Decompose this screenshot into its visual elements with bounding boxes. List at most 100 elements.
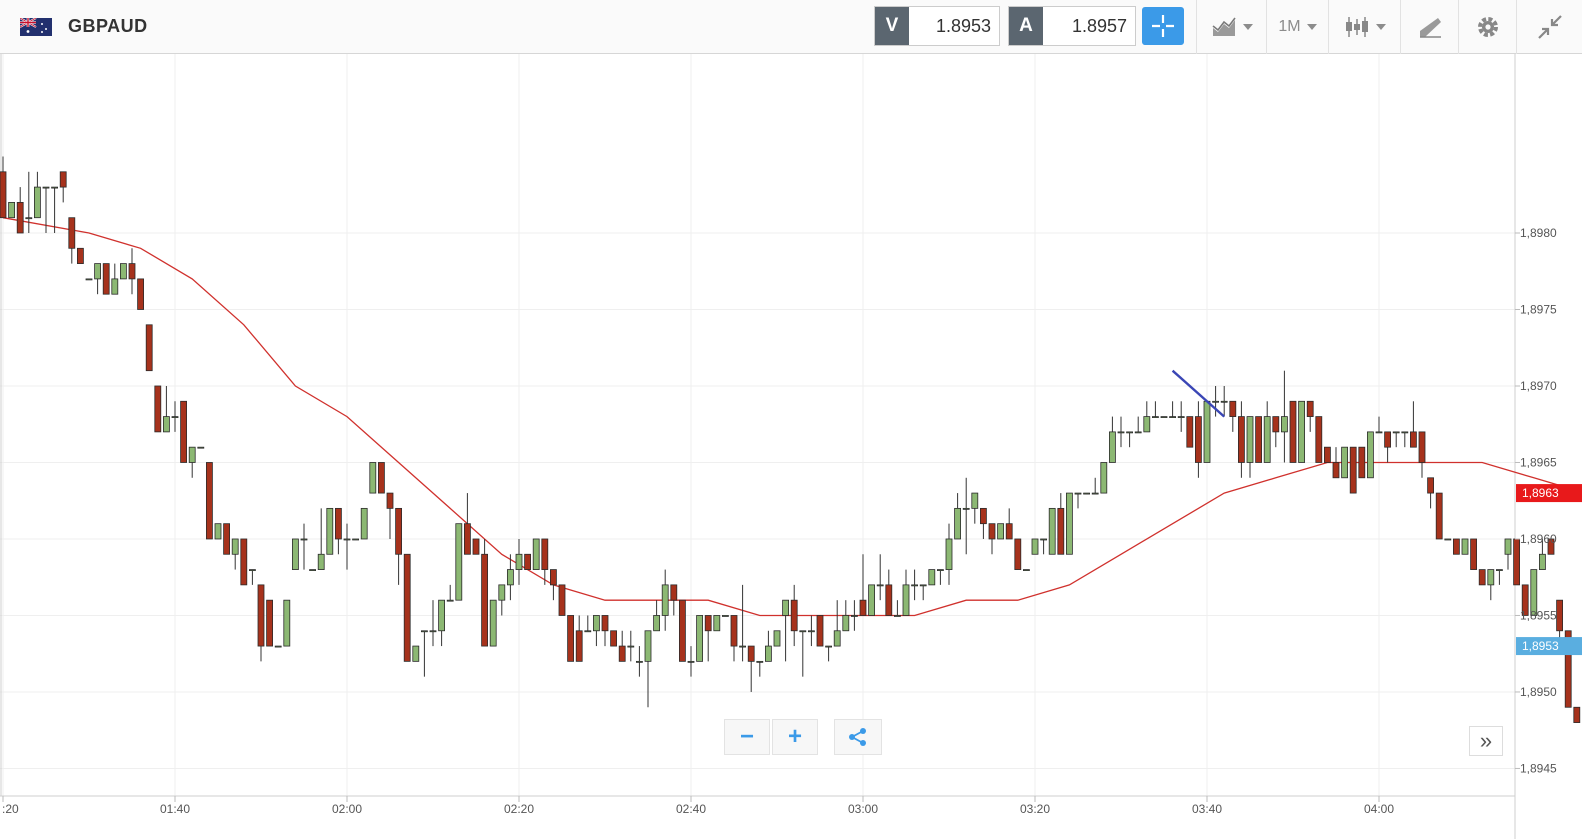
candle-body-bullish bbox=[1203, 400, 1211, 463]
candle-body-bullish bbox=[756, 660, 764, 663]
candle-body-bullish bbox=[300, 538, 308, 541]
candle-body-bullish bbox=[1023, 569, 1030, 571]
chart-type-button[interactable] bbox=[1196, 0, 1266, 54]
candle bbox=[1220, 385, 1228, 417]
sell-price-button[interactable]: V 1.8953 bbox=[874, 6, 1000, 46]
zoom-in-button[interactable]: + bbox=[772, 719, 818, 755]
scroll-to-latest-button[interactable]: » bbox=[1469, 726, 1503, 756]
candle-body-bullish bbox=[945, 538, 953, 570]
candle bbox=[145, 324, 153, 372]
zoom-out-button[interactable]: − bbox=[724, 719, 770, 755]
candle-body-bullish bbox=[352, 538, 360, 541]
symbol-title: GBPAUD bbox=[68, 16, 148, 36]
candle bbox=[1324, 446, 1331, 463]
candle bbox=[825, 645, 832, 662]
chevron-down-icon bbox=[1242, 24, 1253, 30]
candle-body-bearish bbox=[223, 523, 231, 555]
candle-body-bullish bbox=[1487, 569, 1495, 586]
candle bbox=[1427, 477, 1434, 509]
candle bbox=[1229, 400, 1237, 432]
candle-body-bearish bbox=[980, 507, 987, 525]
candle bbox=[730, 615, 738, 662]
candle bbox=[1453, 538, 1460, 555]
candle-body-bullish bbox=[1152, 416, 1159, 418]
candle bbox=[1109, 416, 1116, 463]
candle bbox=[859, 554, 867, 616]
candle bbox=[1152, 401, 1159, 418]
trend-line[interactable] bbox=[1171, 369, 1225, 418]
candle-body-bearish bbox=[68, 217, 76, 249]
candle bbox=[1117, 416, 1125, 448]
candle-body-bearish bbox=[1057, 507, 1065, 555]
candle-body-bullish bbox=[937, 569, 944, 571]
candle bbox=[489, 599, 497, 647]
price-tick-label: 1,8965 bbox=[1520, 455, 1557, 469]
candle-body-bullish bbox=[739, 645, 746, 648]
candle bbox=[1023, 569, 1030, 571]
zoom-in-label: + bbox=[787, 723, 802, 750]
candle bbox=[1083, 492, 1090, 495]
candle-body-bullish bbox=[1048, 507, 1056, 555]
candle bbox=[722, 615, 729, 617]
candle-body-bearish bbox=[558, 584, 566, 616]
candle-body-bearish bbox=[524, 553, 531, 570]
candle bbox=[670, 584, 678, 616]
candle-body-bullish bbox=[162, 416, 170, 433]
candle-body-bearish bbox=[988, 523, 996, 540]
timeframe-label: 1M bbox=[1278, 18, 1301, 35]
candle bbox=[214, 523, 222, 540]
candle bbox=[1014, 538, 1022, 570]
price-chart[interactable]: 1,8980 1,8975 1,8970 1,8965 1,8960 1,8955 1,89… bbox=[0, 54, 1582, 839]
candle-body-bullish bbox=[506, 569, 514, 586]
trend-line-drawing[interactable] bbox=[1171, 369, 1225, 418]
candle bbox=[1573, 706, 1581, 723]
candle-body-bullish bbox=[1375, 431, 1383, 434]
chart-toolbar: GBPAUD V 1.8953 A 1.8957 1M bbox=[0, 0, 1582, 54]
candle-body-bullish bbox=[636, 660, 643, 663]
candle-style-button[interactable] bbox=[1328, 0, 1400, 54]
candle-body-bullish bbox=[954, 507, 961, 540]
candle bbox=[1367, 431, 1374, 479]
candle bbox=[120, 263, 127, 280]
time-tick-label: 04:00 bbox=[1364, 802, 1394, 816]
collapse-button[interactable] bbox=[1516, 0, 1582, 54]
candle-body-bullish bbox=[274, 645, 282, 648]
candle bbox=[197, 446, 205, 449]
buy-price-button[interactable]: A 1.8957 bbox=[1008, 6, 1136, 46]
candle-body-bullish bbox=[1160, 416, 1168, 418]
drawing-tools-button[interactable] bbox=[1400, 0, 1458, 54]
candle-body-bullish bbox=[343, 538, 351, 541]
candle bbox=[1315, 416, 1323, 463]
candle bbox=[1134, 416, 1142, 434]
candle-body-bullish bbox=[868, 584, 875, 616]
crosshair-button[interactable] bbox=[1142, 7, 1184, 45]
candle-body-bullish bbox=[283, 599, 291, 647]
candle-body-bearish bbox=[1306, 400, 1314, 417]
settings-button[interactable] bbox=[1458, 0, 1516, 54]
timeframe-select[interactable]: 1M bbox=[1266, 0, 1328, 54]
price-badge-label: 1,8963 bbox=[1522, 486, 1559, 500]
candle-body-bearish bbox=[610, 630, 617, 647]
drawing-tool-icon bbox=[1419, 18, 1441, 38]
candle-body-bearish bbox=[395, 507, 403, 555]
candle-body-bullish bbox=[1040, 538, 1047, 541]
candle bbox=[1530, 569, 1538, 616]
candle bbox=[739, 584, 746, 662]
candle-body-bullish bbox=[1066, 492, 1073, 555]
candle bbox=[704, 615, 712, 662]
candle bbox=[584, 615, 592, 633]
candle-body-bearish bbox=[601, 615, 609, 632]
candle-body-bearish bbox=[472, 538, 480, 555]
candle-body-bullish bbox=[1109, 431, 1116, 463]
candle bbox=[343, 523, 351, 570]
share-button[interactable] bbox=[834, 719, 882, 755]
candle bbox=[962, 477, 970, 555]
candle bbox=[1091, 477, 1099, 495]
candle-body-bullish bbox=[1504, 538, 1512, 555]
price-tick-label: 1,8970 bbox=[1520, 379, 1557, 393]
candle bbox=[1238, 401, 1245, 478]
candle bbox=[1487, 569, 1495, 601]
candle-body-bearish bbox=[1272, 416, 1280, 433]
candle bbox=[317, 508, 325, 570]
candle bbox=[1272, 416, 1280, 448]
